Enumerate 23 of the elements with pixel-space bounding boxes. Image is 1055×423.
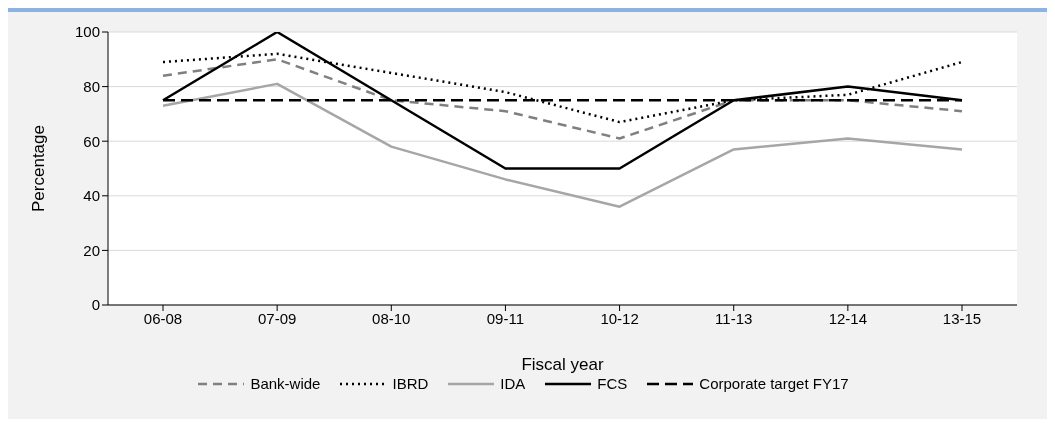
legend-label: Bank-wide [249,375,321,392]
x-tick-label: 07-09 [257,309,297,327]
line-series [161,82,964,208]
y-axis-title: Percentage [29,125,49,212]
x-tick-label: 11-13 [715,309,753,327]
y-tick-label: 0 [91,296,100,314]
x-axis-title: Fiscal year [521,355,604,374]
line-series [161,58,964,140]
x-tick-label: 08-10 [372,309,411,327]
legend-label: FCS [596,375,628,392]
legend-label: Corporate target FY17 [698,375,849,392]
legend-label: IBRD [391,375,429,392]
x-tick-label: 13-15 [942,309,982,327]
legend-label: IDA [499,375,526,392]
x-tick-label: 10-12 [600,309,639,327]
x-tick-label: 09-11 [486,309,525,327]
y-tick-label: 20 [83,241,100,259]
y-tick-label: 80 [83,77,100,95]
y-tick-label: 40 [83,187,100,205]
y-tick-label: 60 [83,132,100,150]
x-tick-label: 12-14 [828,309,868,327]
x-tick-label: 06-08 [143,309,183,327]
y-tick-label: 100 [74,23,100,41]
